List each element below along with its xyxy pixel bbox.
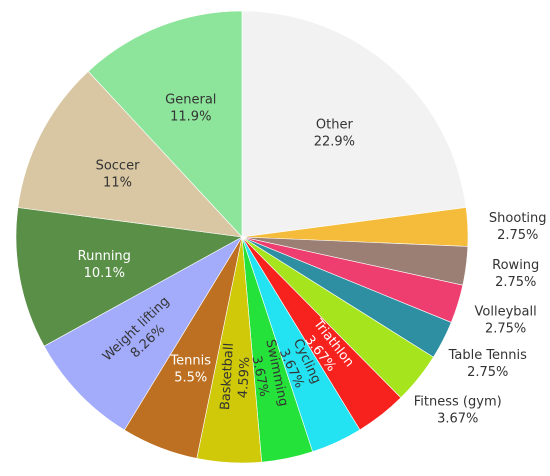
- slice-label-shooting: Shooting 2.75%: [489, 211, 547, 243]
- slice-percent: 2.75%: [497, 228, 538, 243]
- slice-label-rowing: Rowing 2.75%: [492, 258, 539, 290]
- slice-percent: 11.9%: [170, 110, 211, 125]
- slice-name: Tennis: [169, 353, 211, 368]
- slice-label-other: Other 22.9%: [314, 118, 355, 150]
- pie-slice-weight-lifting: [43, 236, 243, 431]
- slice-percent: 2.75%: [467, 365, 508, 380]
- slice-name: General: [165, 93, 216, 108]
- pie-slice-general: [87, 10, 243, 238]
- slice-percent: 3.67%: [437, 411, 478, 426]
- slice-name: Rowing: [492, 258, 539, 273]
- slice-name: Table Tennis: [448, 348, 528, 363]
- slice-percent: 11%: [103, 176, 132, 191]
- slice-label-volleyball: Volleyball 2.75%: [475, 304, 537, 336]
- slice-name: Soccer: [96, 159, 140, 174]
- pie-slice-soccer: [17, 70, 243, 238]
- slice-label-tennis: Tennis 5.5%: [169, 353, 211, 385]
- slice-label-running: Running 10.1%: [78, 249, 131, 281]
- pie-slice-running: [15, 207, 243, 347]
- slice-percent: 10.1%: [84, 266, 125, 281]
- slice-percent: 4.59%: [236, 356, 253, 398]
- slice-label-soccer: Soccer 11%: [96, 159, 140, 191]
- slice-name: Running: [78, 249, 131, 264]
- slice-name: Other: [316, 118, 354, 133]
- slice-label-fitness-gym: Fitness (gym) 3.67%: [414, 394, 502, 426]
- pie-labels: Other 22.9%Shooting 2.75%Rowing 2.75%Volley…: [78, 93, 547, 427]
- slice-percent: 22.9%: [314, 135, 355, 150]
- slice-name: Fitness (gym): [414, 394, 502, 409]
- pie-slices: [15, 10, 469, 464]
- slice-percent: 2.75%: [495, 275, 536, 290]
- pie-slice-other: [241, 10, 467, 238]
- slice-percent: 5.5%: [174, 370, 207, 385]
- slice-label-basketball: Basketball4.59%: [218, 343, 254, 412]
- slice-name: Basketball: [218, 343, 237, 411]
- slice-label-table-tennis: Table Tennis 2.75%: [448, 348, 528, 380]
- slice-label-general: General 11.9%: [165, 93, 216, 125]
- slice-name: Shooting: [489, 211, 547, 226]
- slice-name: Volleyball: [475, 304, 537, 319]
- slice-percent: 2.75%: [485, 321, 526, 336]
